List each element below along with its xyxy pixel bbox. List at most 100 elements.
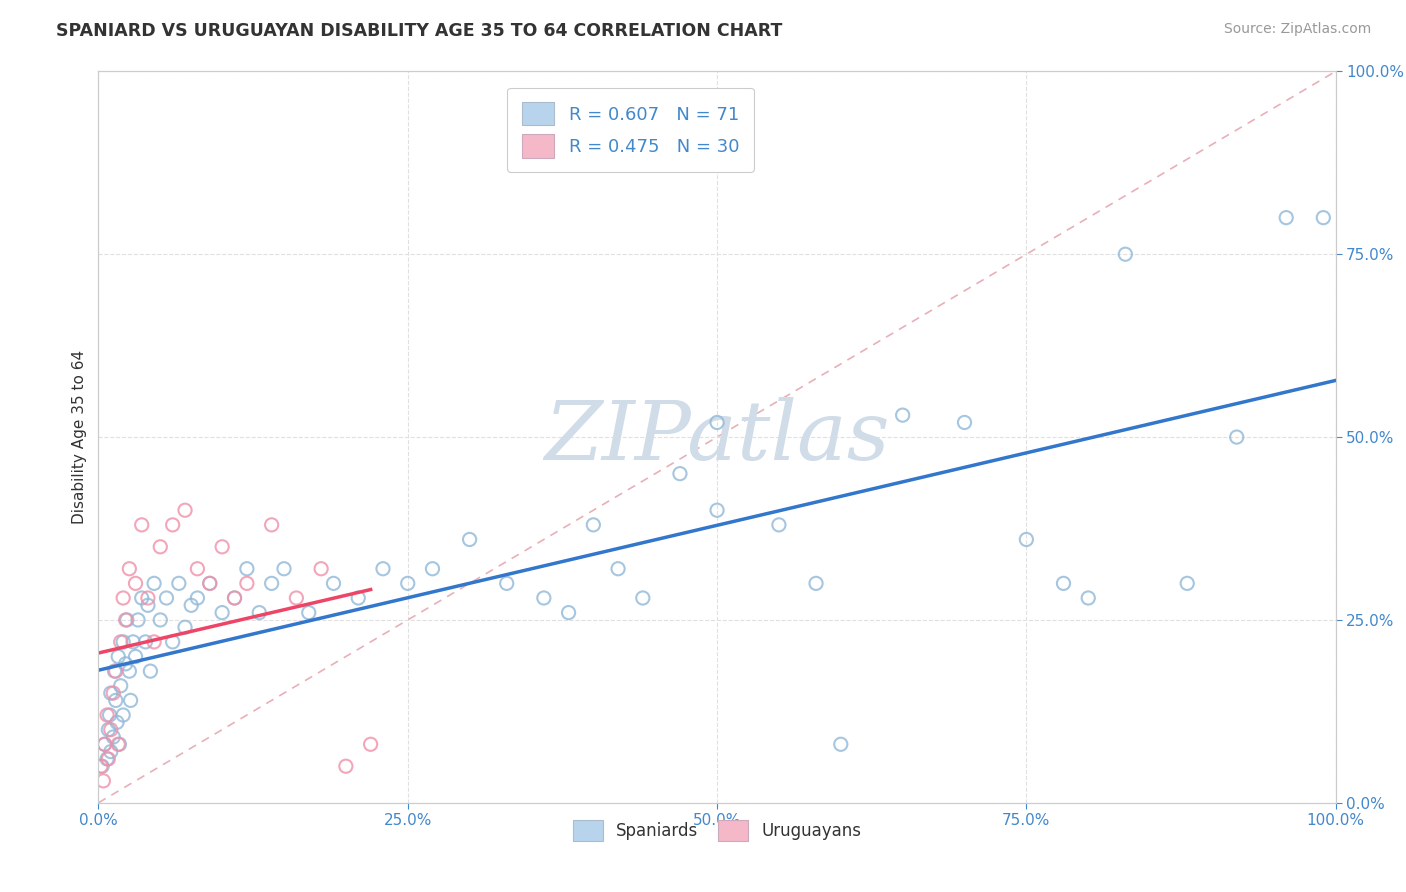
Point bbox=[557, 606, 579, 620]
Point bbox=[167, 576, 190, 591]
Point bbox=[103, 686, 125, 700]
Point bbox=[186, 562, 208, 576]
Point bbox=[458, 533, 481, 547]
Point bbox=[631, 591, 654, 605]
Point bbox=[105, 715, 128, 730]
Point bbox=[114, 657, 136, 671]
Point bbox=[830, 737, 852, 751]
Point bbox=[104, 664, 127, 678]
Point bbox=[110, 635, 132, 649]
Point bbox=[107, 649, 129, 664]
Point bbox=[124, 649, 146, 664]
Point bbox=[891, 408, 914, 422]
Point bbox=[118, 664, 141, 678]
Point bbox=[322, 576, 344, 591]
Legend: Spaniards, Uruguayans: Spaniards, Uruguayans bbox=[564, 811, 870, 849]
Point bbox=[224, 591, 246, 605]
Point bbox=[155, 591, 177, 605]
Point bbox=[360, 737, 382, 751]
Point bbox=[97, 752, 120, 766]
Point bbox=[143, 576, 166, 591]
Text: Source: ZipAtlas.com: Source: ZipAtlas.com bbox=[1223, 22, 1371, 37]
Point bbox=[103, 730, 125, 744]
Point bbox=[335, 759, 357, 773]
Point bbox=[100, 686, 122, 700]
Point bbox=[1175, 576, 1198, 591]
Point bbox=[110, 679, 132, 693]
Point bbox=[124, 576, 146, 591]
Point bbox=[122, 635, 145, 649]
Point bbox=[706, 416, 728, 430]
Point bbox=[115, 613, 138, 627]
Point bbox=[607, 562, 630, 576]
Point bbox=[96, 752, 118, 766]
Point bbox=[198, 576, 221, 591]
Point bbox=[90, 759, 112, 773]
Point bbox=[371, 562, 394, 576]
Point bbox=[236, 576, 259, 591]
Point bbox=[112, 708, 135, 723]
Point bbox=[198, 576, 221, 591]
Point bbox=[706, 503, 728, 517]
Point bbox=[273, 562, 295, 576]
Point bbox=[1275, 211, 1298, 225]
Point bbox=[347, 591, 370, 605]
Point bbox=[98, 708, 121, 723]
Point bbox=[247, 606, 270, 620]
Point bbox=[533, 591, 555, 605]
Text: SPANIARD VS URUGUAYAN DISABILITY AGE 35 TO 64 CORRELATION CHART: SPANIARD VS URUGUAYAN DISABILITY AGE 35 … bbox=[56, 22, 783, 40]
Point bbox=[1052, 576, 1074, 591]
Point bbox=[953, 416, 976, 430]
Point bbox=[93, 773, 115, 788]
Point bbox=[1077, 591, 1099, 605]
Point bbox=[236, 562, 259, 576]
Point bbox=[1226, 430, 1249, 444]
Point bbox=[112, 591, 135, 605]
Point bbox=[149, 613, 172, 627]
Point bbox=[118, 562, 141, 576]
Point bbox=[582, 517, 605, 532]
Point bbox=[96, 708, 118, 723]
Point bbox=[768, 517, 790, 532]
Point bbox=[143, 635, 166, 649]
Point bbox=[112, 635, 135, 649]
Point bbox=[285, 591, 308, 605]
Point bbox=[162, 517, 184, 532]
Point bbox=[260, 517, 283, 532]
Point bbox=[120, 693, 142, 707]
Point bbox=[298, 606, 321, 620]
Point bbox=[104, 693, 127, 707]
Point bbox=[309, 562, 332, 576]
Point bbox=[260, 576, 283, 591]
Text: ZIPatlas: ZIPatlas bbox=[544, 397, 890, 477]
Point bbox=[107, 737, 129, 751]
Point bbox=[100, 745, 122, 759]
Point bbox=[180, 599, 202, 613]
Point bbox=[100, 723, 122, 737]
Point bbox=[186, 591, 208, 605]
Y-axis label: Disability Age 35 to 64: Disability Age 35 to 64 bbox=[72, 350, 87, 524]
Point bbox=[131, 591, 153, 605]
Point bbox=[211, 606, 233, 620]
Point bbox=[134, 635, 156, 649]
Point bbox=[1114, 247, 1136, 261]
Point bbox=[136, 591, 159, 605]
Point bbox=[1312, 211, 1334, 225]
Point bbox=[93, 737, 115, 751]
Point bbox=[108, 737, 131, 751]
Point bbox=[139, 664, 162, 678]
Point bbox=[127, 613, 149, 627]
Point bbox=[804, 576, 827, 591]
Point bbox=[136, 599, 159, 613]
Point bbox=[669, 467, 692, 481]
Point bbox=[174, 620, 197, 634]
Point bbox=[162, 635, 184, 649]
Point bbox=[495, 576, 517, 591]
Point bbox=[114, 613, 136, 627]
Point bbox=[131, 517, 153, 532]
Point bbox=[103, 664, 125, 678]
Point bbox=[1015, 533, 1038, 547]
Point bbox=[174, 503, 197, 517]
Point bbox=[422, 562, 444, 576]
Point bbox=[149, 540, 172, 554]
